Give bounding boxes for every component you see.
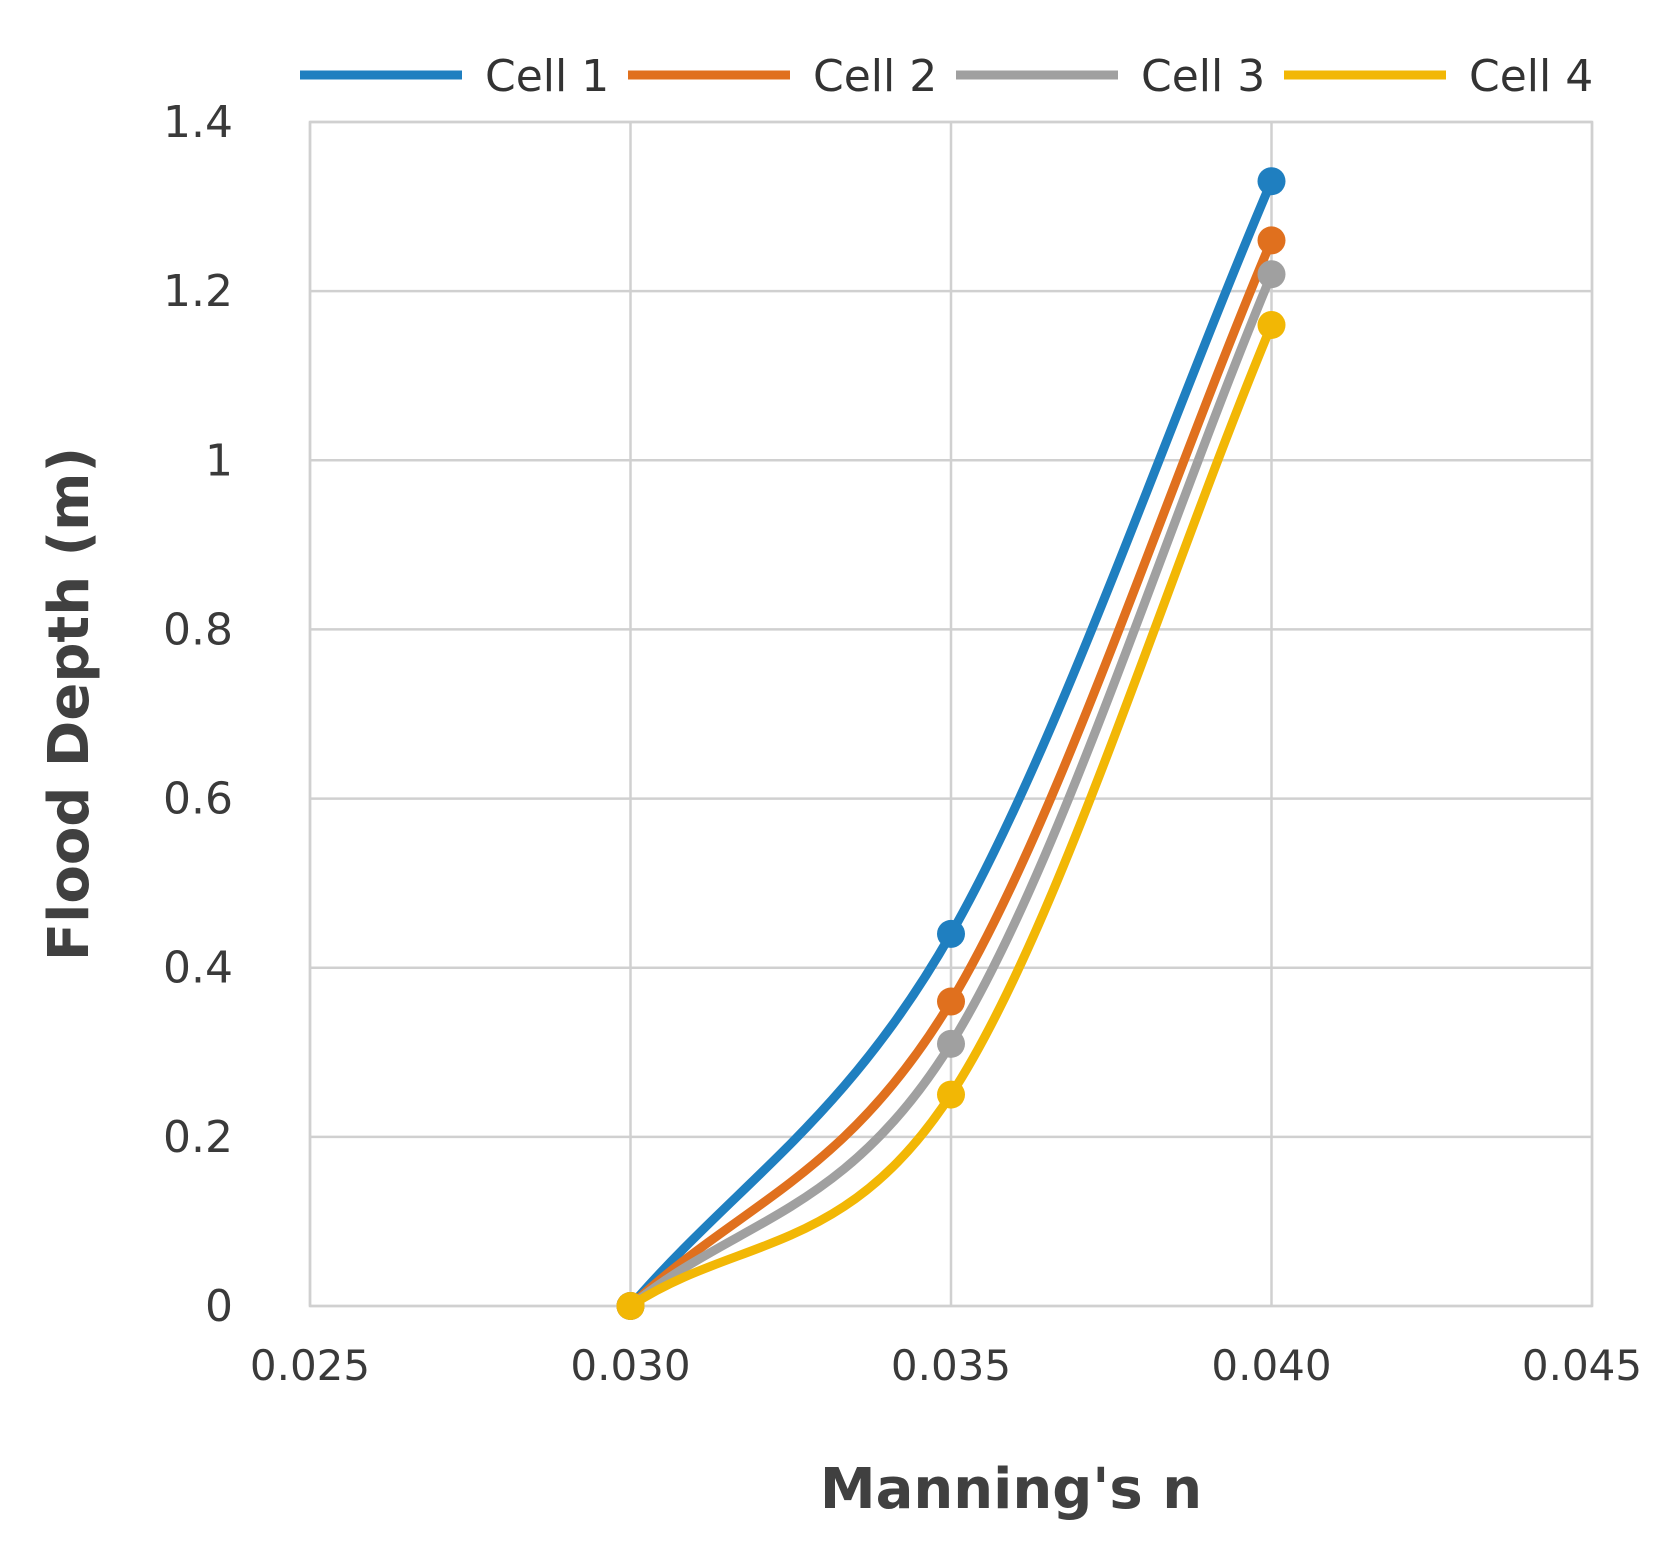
legend: Cell 1 Cell 2 Cell 3 Cell 4 [300, 51, 1593, 102]
series-line-cell-1 [626, 176, 1276, 1311]
y-tick-label: 1.4 [163, 97, 233, 148]
x-tick-label: 0.045 [1522, 1341, 1642, 1390]
data-point-cell-2-2 [1257, 226, 1286, 255]
y-tick-label: 0.8 [163, 604, 233, 655]
data-point-cell-4-0 [616, 1292, 645, 1320]
x-axis-title: Manning's n [820, 1457, 1202, 1522]
data-point-cell-4-2 [1257, 310, 1286, 339]
x-tick-label: 0.040 [1211, 1341, 1331, 1390]
y-tick-label: 1 [205, 435, 233, 486]
plot-area-frame [308, 120, 1594, 1308]
legend-item-cell-2: Cell 2 [628, 51, 937, 102]
data-point-cell-1-2 [1257, 167, 1286, 196]
data-point-cell-2-1 [937, 987, 965, 1016]
y-axis-title: Flood Depth (m) [37, 447, 102, 961]
legend-item-cell-1: Cell 1 [300, 51, 609, 102]
series-line-cell-4 [626, 320, 1276, 1311]
series-layer [616, 167, 1286, 1320]
series-line-cell-3 [626, 269, 1276, 1311]
x-axis-ticks: 0.025 0.030 0.035 0.040 0.045 [250, 1341, 1642, 1390]
legend-item-cell-4: Cell 4 [1284, 51, 1593, 102]
data-point-cell-3-2 [1257, 260, 1286, 289]
legend-label: Cell 4 [1469, 51, 1593, 102]
y-tick-label: 0 [205, 1281, 233, 1332]
grid [308, 120, 1594, 1308]
x-tick-label: 0.025 [250, 1341, 370, 1390]
y-tick-label: 1.2 [163, 266, 233, 317]
y-axis-ticks: 0 0.2 0.4 0.6 0.8 1 1.2 1.4 [163, 97, 233, 1332]
y-tick-label: 0.4 [163, 943, 233, 994]
x-tick-label: 0.030 [570, 1341, 690, 1390]
data-point-cell-1-1 [937, 919, 965, 948]
legend-label: Cell 3 [1141, 51, 1265, 102]
data-point-cell-4-1 [937, 1080, 965, 1109]
legend-label: Cell 1 [485, 51, 609, 102]
data-point-cell-3-1 [937, 1029, 965, 1058]
series-line-cell-2 [626, 235, 1276, 1311]
legend-item-cell-3: Cell 3 [956, 51, 1265, 102]
x-tick-label: 0.035 [891, 1341, 1011, 1390]
legend-label: Cell 2 [813, 51, 937, 102]
series-4 [616, 310, 1286, 1320]
y-tick-label: 0.6 [163, 774, 233, 825]
y-tick-label: 0.2 [163, 1112, 233, 1163]
